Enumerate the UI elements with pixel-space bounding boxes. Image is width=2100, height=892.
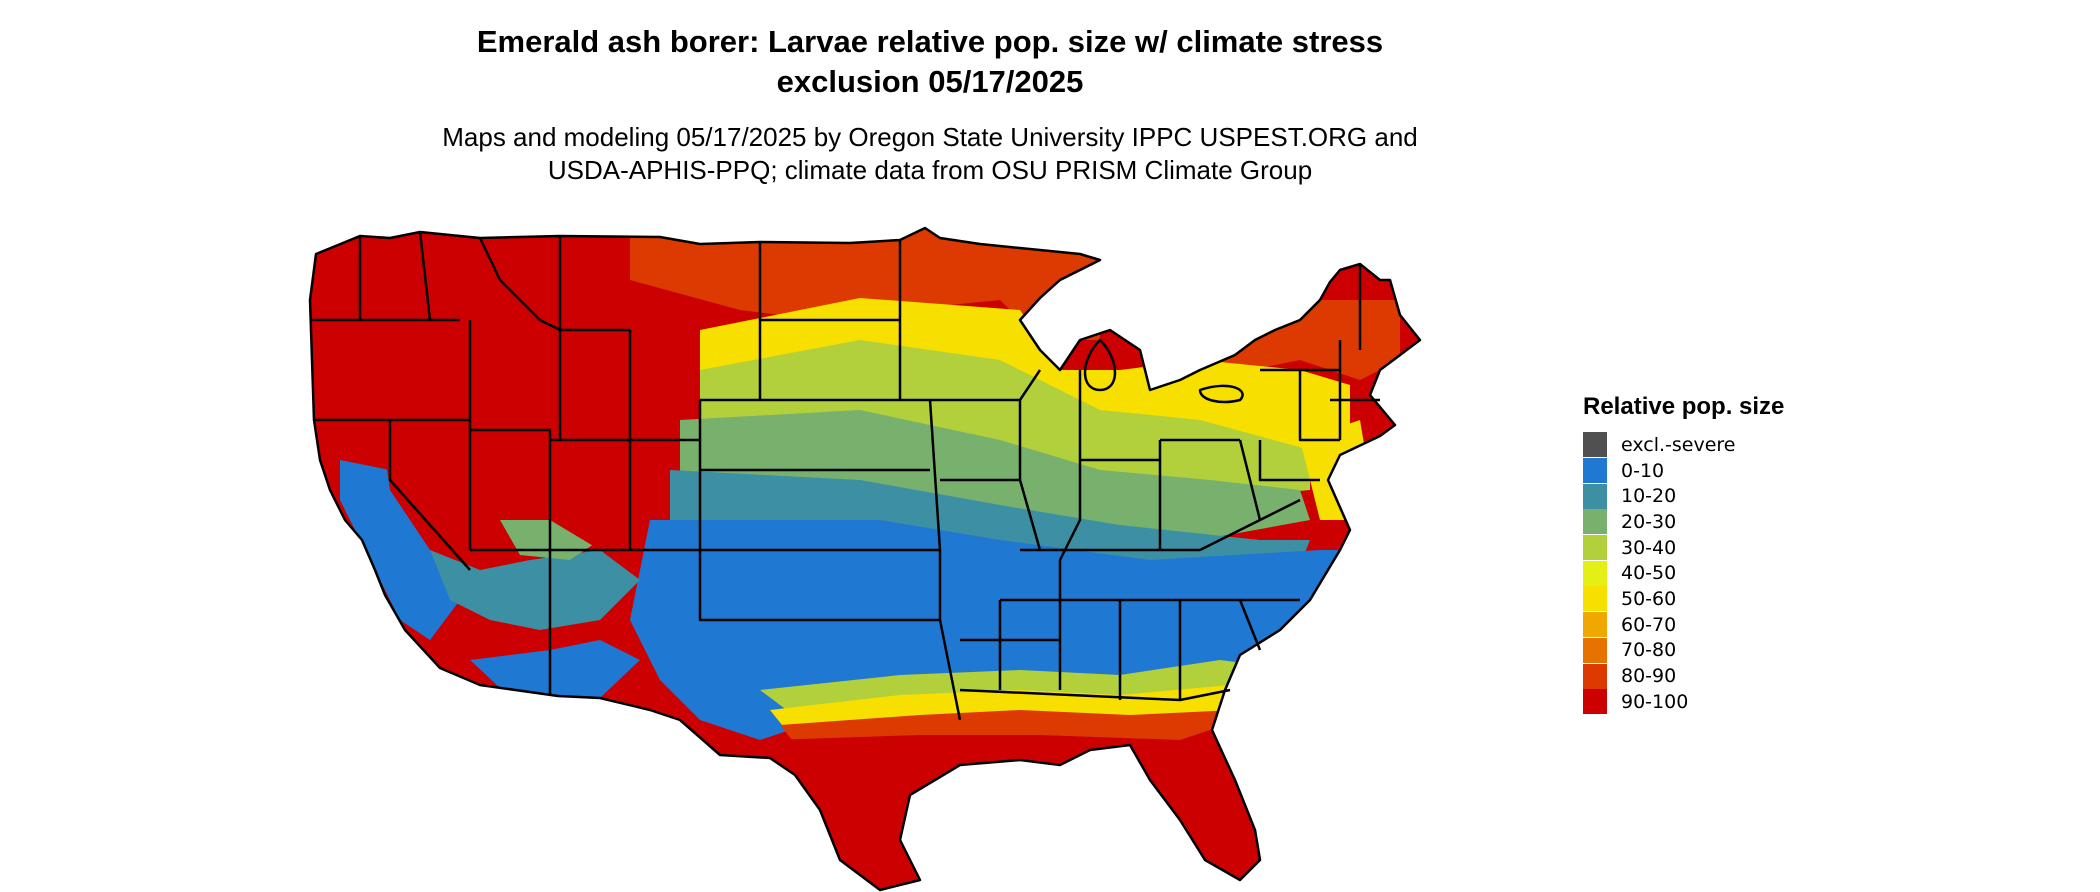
legend-item: 20-30 — [1583, 509, 1983, 535]
legend-item: 10-20 — [1583, 483, 1983, 509]
legend-swatch — [1583, 586, 1607, 612]
legend-label: 20-30 — [1621, 510, 1677, 533]
legend-swatch — [1583, 432, 1607, 458]
legend-swatch — [1583, 458, 1607, 484]
legend-label: 40-50 — [1621, 562, 1677, 585]
us-population-map — [308, 226, 1422, 892]
legend-label: 70-80 — [1621, 639, 1677, 662]
legend-swatch — [1583, 535, 1607, 561]
legend-label: 10-20 — [1621, 485, 1677, 508]
legend-label: excl.-severe — [1621, 433, 1736, 456]
legend-item: 0-10 — [1583, 458, 1983, 484]
legend-swatch — [1583, 663, 1607, 689]
legend-swatch — [1583, 509, 1607, 535]
legend-item: 80-90 — [1583, 663, 1983, 689]
map-subtitle-line-2: USDA-APHIS-PPQ; climate data from OSU PR… — [547, 155, 1313, 185]
legend-label: 90-100 — [1621, 690, 1689, 713]
legend-item: 60-70 — [1583, 612, 1983, 638]
legend: Relative pop. size excl.-severe 0-10 10-20… — [1583, 392, 1983, 715]
map-subtitle-line-1: Maps and modeling 05/17/2025 by Oregon S… — [442, 122, 1418, 152]
legend-label: 80-90 — [1621, 665, 1677, 688]
legend-swatch — [1583, 689, 1607, 715]
legend-item: 50-60 — [1583, 586, 1983, 612]
legend-items: excl.-severe 0-10 10-20 20-30 30-40 40-50 50-6… — [1583, 432, 1983, 715]
legend-label: 0-10 — [1621, 459, 1665, 482]
legend-swatch — [1583, 483, 1607, 509]
legend-item: 40-50 — [1583, 560, 1983, 586]
legend-label: 60-70 — [1621, 613, 1677, 636]
legend-item: 90-100 — [1583, 689, 1983, 715]
map-title: Emerald ash borer: Larvae relative pop. … — [0, 22, 1860, 102]
legend-swatch — [1583, 560, 1607, 586]
map-title-line-2: exclusion 05/17/2025 — [776, 64, 1084, 99]
legend-label: 50-60 — [1621, 587, 1677, 610]
legend-item: 70-80 — [1583, 637, 1983, 664]
legend-item: excl.-severe — [1583, 432, 1983, 458]
legend-swatch — [1583, 637, 1607, 663]
legend-item: 30-40 — [1583, 535, 1983, 561]
legend-title: Relative pop. size — [1583, 393, 1785, 420]
legend-label: 30-40 — [1621, 536, 1677, 559]
map-subtitle: Maps and modeling 05/17/2025 by Oregon S… — [0, 121, 1860, 187]
legend-swatch — [1583, 612, 1607, 638]
map-title-line-1: Emerald ash borer: Larvae relative pop. … — [476, 24, 1384, 59]
